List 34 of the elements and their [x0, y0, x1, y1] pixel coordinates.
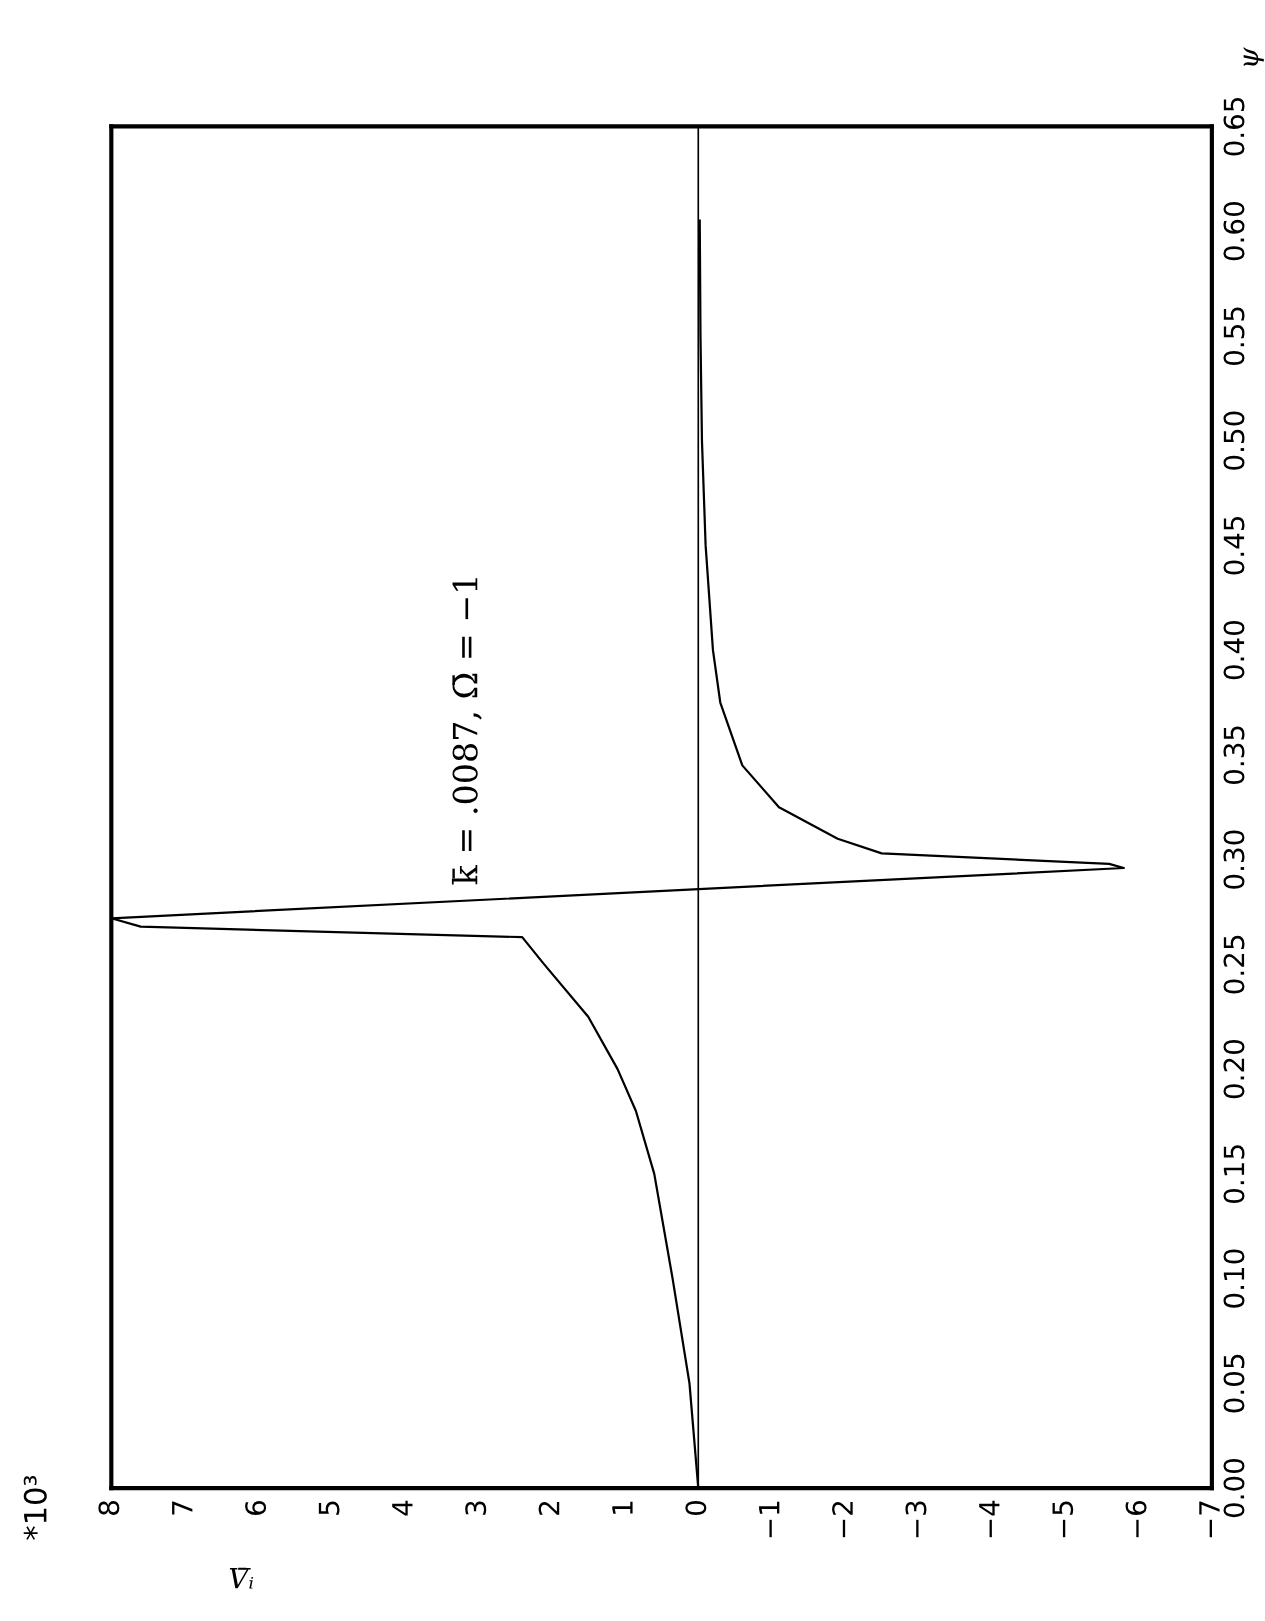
- y-tick-label: 0.50: [1223, 411, 1245, 470]
- x-tick-label: 0: [685, 1501, 707, 1516]
- x-tick-label: 4: [392, 1500, 413, 1516]
- text: *10³: [23, 1475, 47, 1540]
- y-tick-label: 0.25: [1223, 935, 1245, 994]
- y-tick-label: 0.40: [1223, 621, 1245, 680]
- x-tick-label: 5: [318, 1501, 340, 1515]
- y-tick-label: 0.30: [1223, 830, 1245, 889]
- y-tick-label: 0.55: [1223, 307, 1245, 366]
- y-tick-label: 0.60: [1223, 202, 1245, 261]
- annotation: k̄ = .0087, Ω̄ = −1: [451, 578, 482, 885]
- y-tick-label: 0.45: [1223, 516, 1245, 575]
- y-tick-label: 0.05: [1223, 1354, 1245, 1413]
- y-tick-label: 0.10: [1223, 1249, 1245, 1308]
- x-tick-label: 3: [465, 1501, 487, 1515]
- x-tick-label: −6: [1125, 1500, 1147, 1538]
- x-tick-label: −1: [759, 1501, 780, 1538]
- x-tick-label: 7: [172, 1501, 193, 1515]
- y-tick-label: 0.35: [1223, 726, 1245, 784]
- x-tick-label: 6: [245, 1500, 267, 1515]
- x-tick-label: 8: [98, 1501, 120, 1515]
- y-tick-label: 0.00: [1223, 1459, 1245, 1518]
- x-axis-title: V̄ᵢ: [229, 1567, 254, 1589]
- x-tick-label: 2: [538, 1501, 560, 1515]
- y-axis-title: ψ: [1243, 47, 1264, 66]
- x-tick-label: −5: [1052, 1501, 1074, 1538]
- x-tick-label: 1: [612, 1501, 633, 1514]
- x-tick-label: −3: [905, 1501, 927, 1538]
- x-tick-label: −2: [832, 1501, 853, 1538]
- y-tick-label: 0.15: [1223, 1145, 1245, 1203]
- y-tick-label: 0.65: [1223, 97, 1245, 156]
- y-tick-label: 0.20: [1223, 1040, 1245, 1099]
- x-tick-label: −7: [1199, 1501, 1220, 1538]
- x-tick-label: −4: [979, 1500, 1000, 1538]
